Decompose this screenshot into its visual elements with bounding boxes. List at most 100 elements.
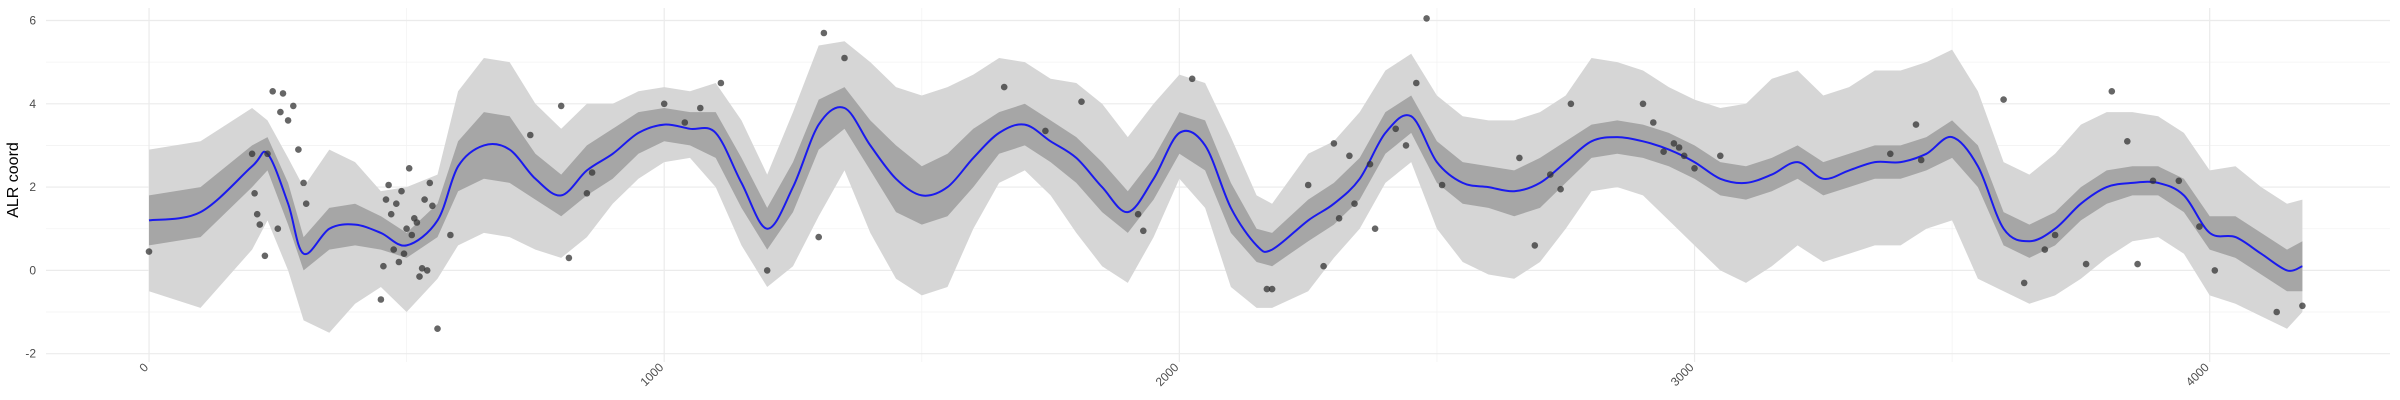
data-point (1670, 140, 1678, 147)
x-tick-label: 1000 (638, 360, 667, 389)
inner-confidence-band (149, 87, 2303, 292)
data-point (1140, 227, 1147, 235)
data-point (2051, 231, 2059, 239)
data-point (1912, 121, 1920, 128)
data-point (557, 102, 565, 110)
data-point (284, 117, 292, 124)
data-point (588, 169, 596, 176)
data-point (1188, 75, 1196, 83)
data-point (145, 248, 153, 255)
data-point (251, 190, 258, 197)
data-point (261, 252, 269, 260)
data-point (2124, 138, 2131, 145)
data-point (1557, 185, 1564, 193)
data-point (583, 190, 591, 197)
data-point (1438, 181, 1446, 189)
data-point (660, 100, 668, 108)
data-point (1413, 79, 1420, 87)
data-point (1516, 154, 1523, 162)
data-point (1366, 160, 1374, 168)
data-point (1078, 98, 1085, 105)
data-point (429, 202, 436, 210)
y-axis-tick-labels: -2 0 2 4 6 (25, 13, 36, 360)
data-point (1650, 119, 1657, 126)
data-point (1887, 150, 1894, 158)
data-point (1263, 285, 1271, 293)
data-point (1330, 140, 1338, 147)
data-point (2041, 246, 2049, 253)
data-point (405, 165, 413, 172)
data-point (269, 88, 277, 95)
data-point (1351, 200, 1358, 207)
data-point (1335, 215, 1343, 222)
data-point (1000, 83, 1008, 91)
data-point (387, 210, 395, 218)
data-point (2149, 177, 2157, 185)
data-point (447, 231, 454, 239)
y-tick-label: -2 (25, 347, 36, 361)
data-point (403, 225, 410, 232)
data-point (1639, 100, 1647, 108)
data-point (527, 131, 534, 139)
data-point (1691, 165, 1698, 172)
data-point (434, 325, 441, 333)
data-point (565, 254, 573, 262)
data-point (2299, 302, 2306, 310)
data-point (1304, 181, 1312, 189)
data-point (2020, 279, 2028, 287)
data-point (377, 296, 385, 303)
x-tick-label: 3000 (1668, 360, 1697, 389)
data-point (393, 200, 400, 207)
data-point (1423, 15, 1430, 22)
data-point (277, 108, 284, 116)
data-point (1547, 171, 1554, 178)
data-point (681, 119, 689, 126)
data-point (820, 29, 828, 37)
data-point (1660, 148, 1667, 155)
data-point (413, 219, 421, 226)
y-tick-label: 6 (29, 13, 36, 27)
data-point (815, 233, 822, 241)
data-point (426, 179, 434, 187)
x-tick-label: 2000 (1153, 360, 1182, 389)
data-points (145, 15, 2306, 333)
data-point (1371, 225, 1379, 232)
y-tick-label: 0 (29, 263, 36, 277)
data-point (416, 273, 423, 280)
data-point (1531, 242, 1539, 249)
data-point (2000, 96, 2007, 103)
mean-line (148, 106, 2303, 272)
data-point (302, 200, 310, 207)
data-point (400, 250, 408, 257)
data-point (1917, 156, 1925, 164)
data-point (1268, 285, 1276, 293)
data-point (841, 54, 848, 62)
data-point (423, 267, 431, 274)
data-point (1346, 152, 1353, 160)
x-axis-tick-labels: 0 1000 2000 3000 4000 (137, 360, 2213, 389)
data-point (697, 104, 704, 112)
data-point (398, 187, 405, 195)
data-point (1402, 142, 1410, 149)
data-point (290, 102, 297, 110)
data-point (2108, 88, 2116, 95)
data-point (264, 150, 271, 158)
y-axis-title: ALR coord (5, 142, 22, 218)
data-point (253, 210, 261, 218)
x-tick-label: 0 (137, 360, 152, 375)
data-point (418, 265, 426, 272)
data-point (1320, 262, 1327, 270)
data-point (2082, 260, 2090, 268)
y-tick-label: 2 (29, 180, 36, 194)
data-point (2196, 223, 2203, 230)
data-point (1675, 144, 1683, 151)
data-point (256, 221, 264, 228)
data-point (2134, 260, 2141, 268)
data-point (248, 150, 256, 158)
data-point (408, 231, 416, 239)
data-point (300, 179, 307, 187)
data-point (274, 225, 282, 232)
data-point (1042, 127, 1049, 135)
data-point (1680, 152, 1688, 160)
